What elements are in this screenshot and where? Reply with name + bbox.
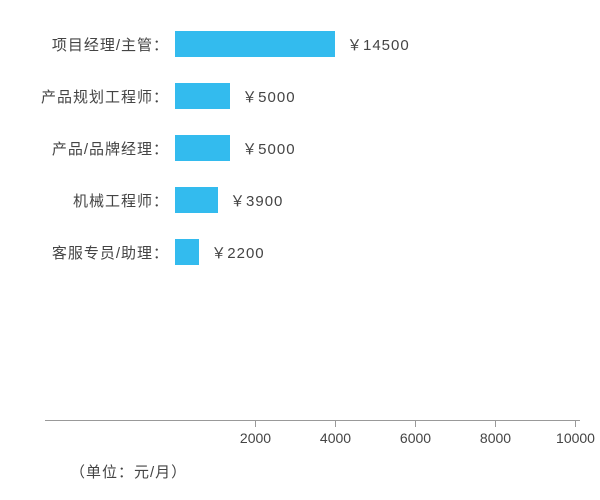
bar-area: ￥14500 [175, 20, 590, 68]
bar [175, 187, 218, 213]
bar-value: ￥3900 [230, 190, 283, 211]
bar-label: 客服专员/助理： [10, 242, 175, 263]
tick-mark [415, 420, 416, 427]
tick-label: 2000 [240, 430, 271, 446]
axis-tick: 10000 [575, 420, 576, 427]
axis-tick: 6000 [415, 420, 416, 427]
x-axis: 2000 4000 6000 8000 10000 [175, 420, 580, 460]
bar [175, 31, 335, 57]
bar-label: 产品/品牌经理： [10, 138, 175, 159]
bar-value: ￥2200 [211, 242, 264, 263]
tick-label: 10000 [556, 430, 595, 446]
axis-tick: 4000 [335, 420, 336, 427]
bar-area: ￥5000 [175, 124, 590, 172]
tick-label: 4000 [320, 430, 351, 446]
axis-tick: 8000 [495, 420, 496, 427]
bar-row: 产品/品牌经理： ￥5000 [10, 124, 590, 172]
tick-label: 6000 [400, 430, 431, 446]
tick-mark [495, 420, 496, 427]
tick-label: 8000 [480, 430, 511, 446]
tick-mark [575, 420, 576, 427]
bar-value: ￥5000 [242, 138, 295, 159]
bar-area: ￥3900 [175, 176, 590, 224]
salary-bar-chart: 项目经理/主管： ￥14500 产品规划工程师： ￥5000 产品/品牌经理： … [0, 0, 600, 500]
bar [175, 239, 199, 265]
bar-value: ￥14500 [347, 34, 410, 55]
bar-label: 项目经理/主管： [10, 34, 175, 55]
bar-row: 项目经理/主管： ￥14500 [10, 20, 590, 68]
unit-label: （单位：元/月） [70, 461, 187, 482]
tick-mark [255, 420, 256, 427]
bar-area: ￥2200 [175, 228, 590, 276]
bar-row: 机械工程师： ￥3900 [10, 176, 590, 224]
bar-value: ￥5000 [242, 86, 295, 107]
tick-mark [335, 420, 336, 427]
bar [175, 135, 230, 161]
bar-label: 产品规划工程师： [10, 86, 175, 107]
bar-row: 产品规划工程师： ￥5000 [10, 72, 590, 120]
bar-label: 机械工程师： [10, 190, 175, 211]
bar [175, 83, 230, 109]
axis-line [45, 420, 580, 421]
axis-tick: 2000 [255, 420, 256, 427]
bar-area: ￥5000 [175, 72, 590, 120]
bar-row: 客服专员/助理： ￥2200 [10, 228, 590, 276]
